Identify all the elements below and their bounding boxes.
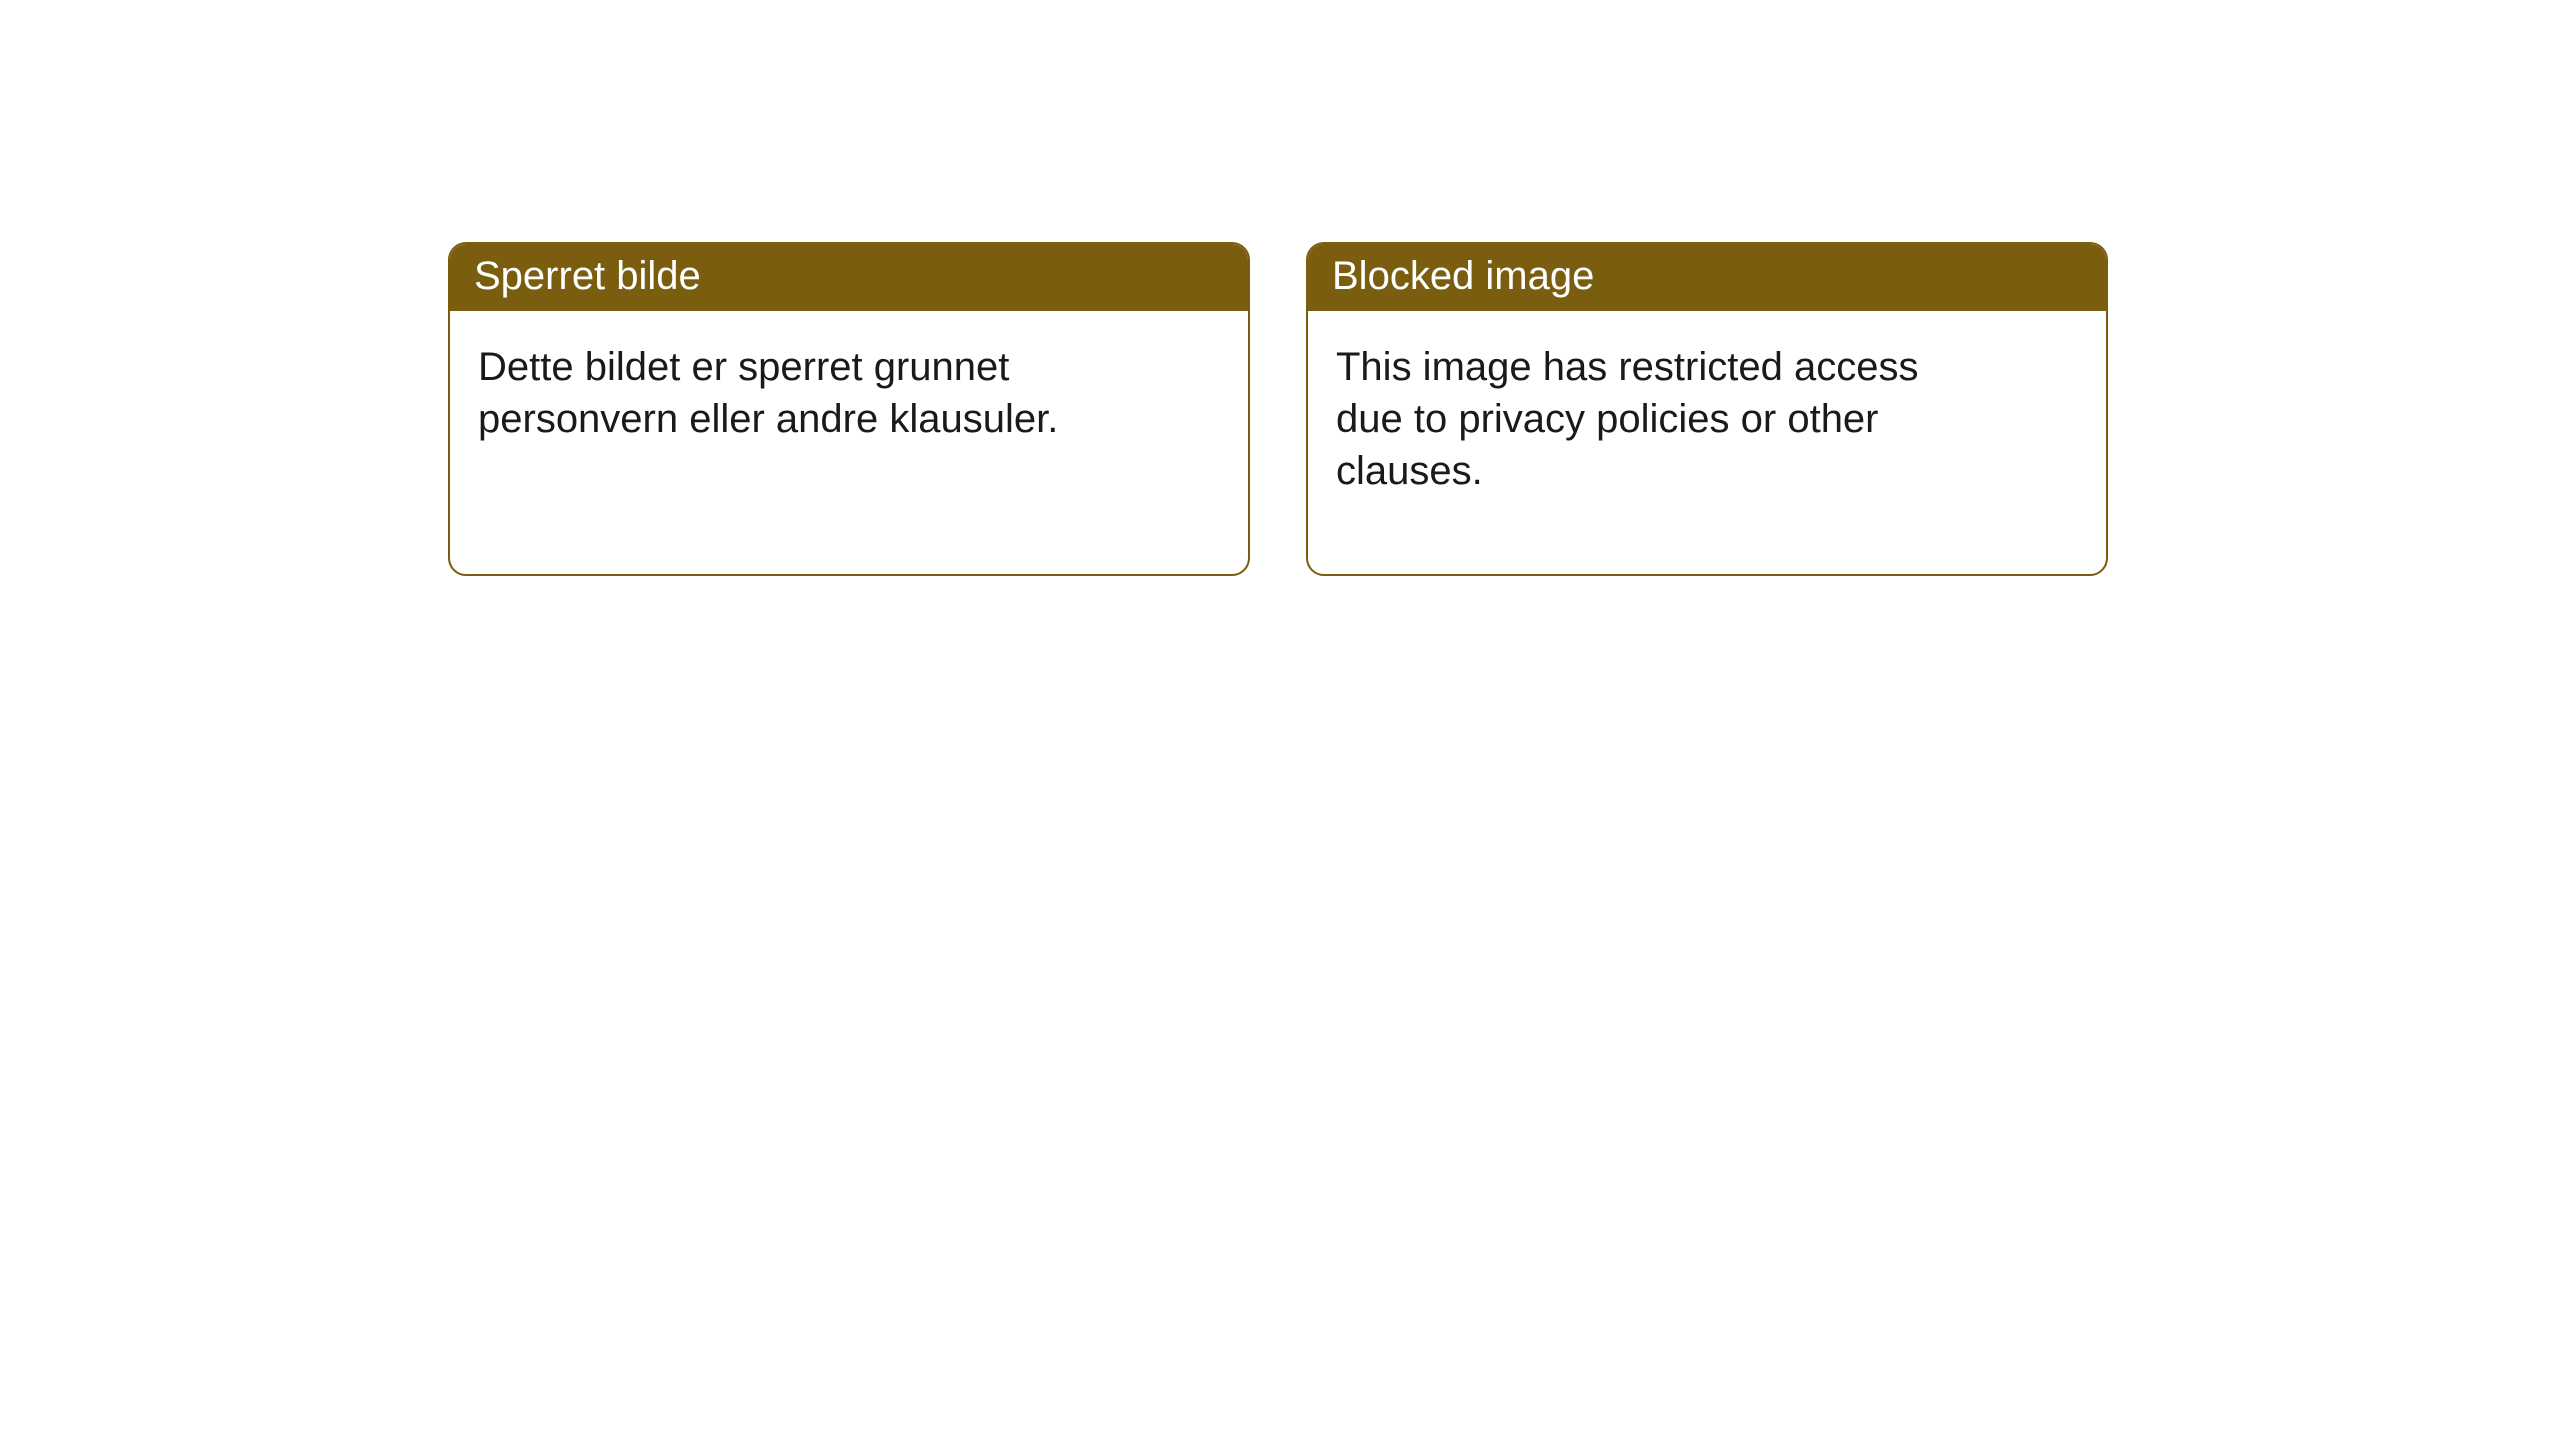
notice-body-norwegian: Dette bildet er sperret grunnet personve…: [450, 311, 1150, 475]
notice-card-norwegian: Sperret bilde Dette bildet er sperret gr…: [448, 242, 1250, 576]
notice-body-english: This image has restricted access due to …: [1308, 311, 2008, 527]
notice-container: Sperret bilde Dette bildet er sperret gr…: [448, 242, 2108, 576]
notice-title-norwegian: Sperret bilde: [450, 244, 1248, 311]
notice-title-english: Blocked image: [1308, 244, 2106, 311]
notice-card-english: Blocked image This image has restricted …: [1306, 242, 2108, 576]
